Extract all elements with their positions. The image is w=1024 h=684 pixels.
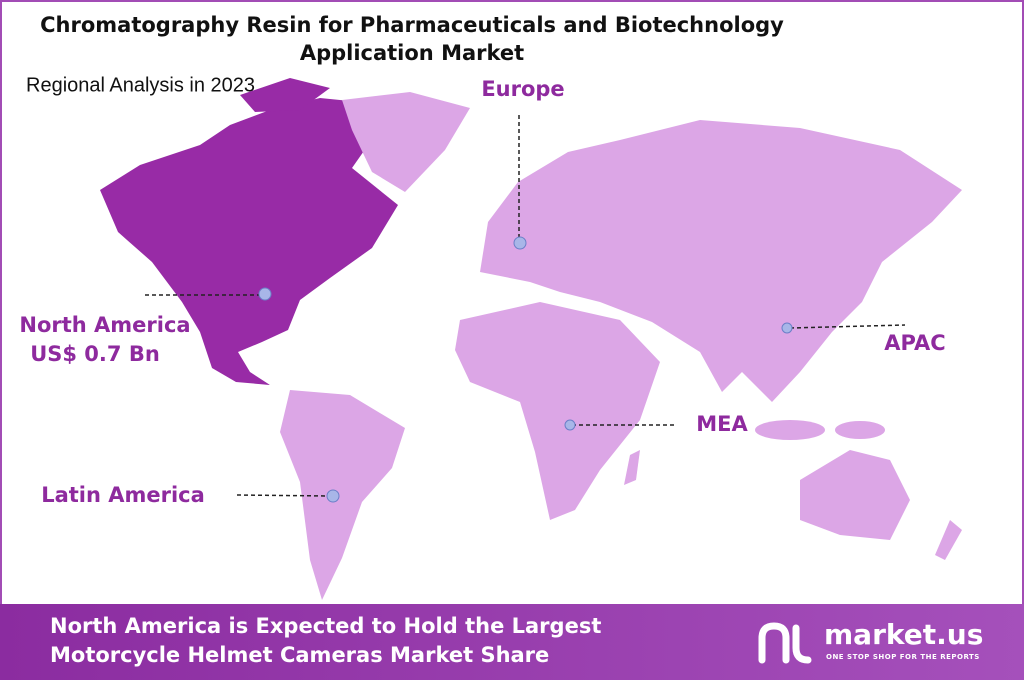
region-label: MEA bbox=[696, 412, 748, 436]
brand-logo: market.us ONE STOP SHOP FOR THE REPORTS bbox=[758, 618, 983, 664]
new-guinea bbox=[835, 421, 885, 439]
world-map bbox=[100, 78, 962, 600]
brand-tagline: ONE STOP SHOP FOR THE REPORTS bbox=[826, 653, 980, 661]
new-zealand bbox=[935, 520, 962, 560]
region-value: US$ 0.7 Bn bbox=[30, 342, 160, 366]
eurasia bbox=[480, 120, 962, 402]
logo-icon bbox=[792, 624, 812, 664]
africa bbox=[455, 302, 660, 520]
footer-line: North America is Expected to Hold the La… bbox=[50, 614, 601, 638]
title-line: Application Market bbox=[300, 41, 524, 65]
region-label: Latin America bbox=[41, 483, 205, 507]
footer-line: Motorcycle Helmet Cameras Market Share bbox=[50, 643, 549, 667]
australia bbox=[800, 450, 910, 540]
region-label: North America bbox=[19, 313, 190, 337]
brand-name: market.us bbox=[824, 618, 983, 651]
marker bbox=[781, 322, 793, 334]
greenland bbox=[342, 92, 470, 192]
logo-icon bbox=[758, 622, 790, 664]
leader-line bbox=[236, 494, 331, 497]
footer-band bbox=[0, 604, 1024, 680]
title-line: Chromatography Resin for Pharmaceuticals… bbox=[40, 13, 784, 37]
marker bbox=[326, 489, 340, 503]
arctic-islands bbox=[240, 78, 330, 112]
region-label: APAC bbox=[884, 331, 945, 355]
region-label: Europe bbox=[481, 77, 564, 101]
indonesia bbox=[755, 420, 825, 440]
subtitle: Regional Analysis in 2023 bbox=[26, 74, 255, 96]
marker bbox=[513, 236, 527, 250]
north-america bbox=[100, 98, 398, 385]
madagascar bbox=[624, 450, 640, 485]
marker bbox=[564, 419, 576, 431]
marker bbox=[258, 287, 272, 301]
leader-line bbox=[789, 324, 906, 329]
south-america bbox=[280, 390, 405, 600]
